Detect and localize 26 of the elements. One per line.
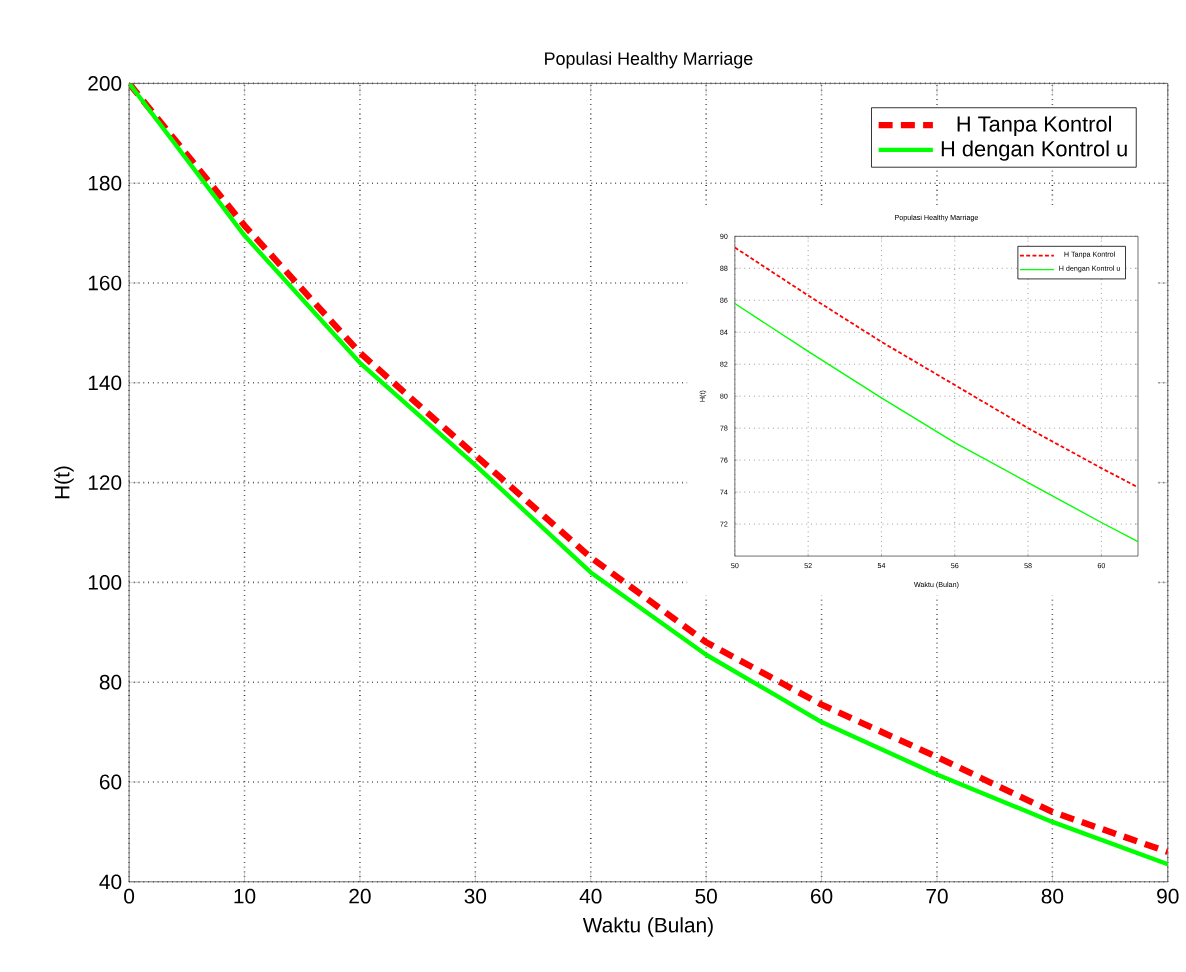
x-tick-label: 60 [811,889,833,904]
chart-title: Populasi Healthy Marriage [545,52,753,69]
y-axis-title: H(t) [54,466,74,499]
y-tick-label: 200 [88,76,122,92]
x-tick-label: 90 [1157,889,1179,904]
x-axis-title: Waktu (Bulan) [582,917,713,938]
y-tick-label: 80 [99,675,122,690]
legend-label: H Tanpa Kontrol [957,116,1111,137]
x-tick-label: 70 [926,889,948,904]
y-tick-label: 180 [88,176,122,191]
x-tick-label: 0 [124,889,135,904]
x-tick-label: 20 [349,889,371,904]
y-tick-label: 120 [88,475,122,491]
x-tick-label: 40 [579,889,602,904]
y-tick-label: 60 [99,775,122,790]
y-tick-label: 160 [88,276,122,291]
x-tick-label: 30 [464,889,487,904]
x-tick-label: 80 [1041,889,1064,904]
y-tick-label: 100 [88,575,122,591]
line-series [734,303,1139,543]
y-tick-label: 140 [88,375,122,391]
x-tick-label: 10 [234,889,256,904]
x-tick-label: 50 [695,889,717,904]
y-tick-label: 40 [99,874,122,890]
legend-label: H dengan Kontrol u [941,140,1127,162]
line-series [734,247,1139,489]
